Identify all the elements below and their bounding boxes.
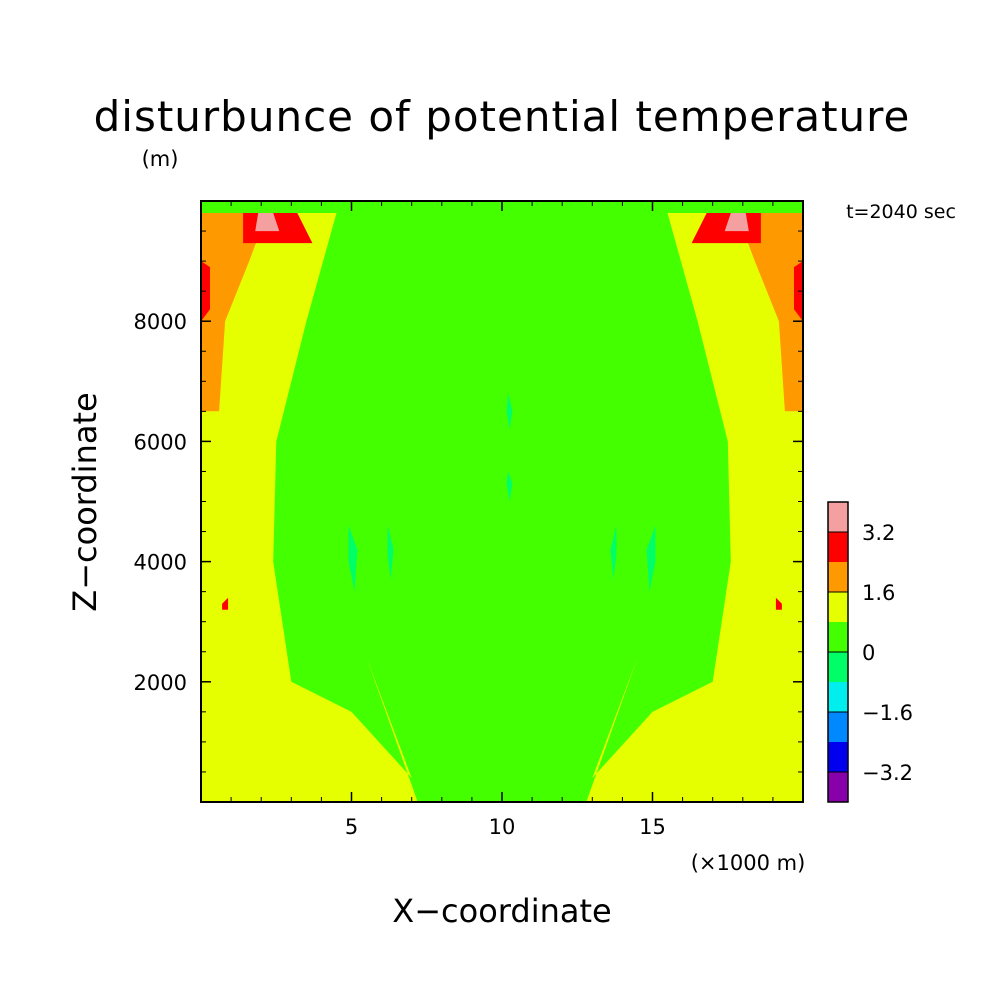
- colorbar-label: −3.2: [862, 761, 913, 785]
- x-tick-label: 15: [639, 815, 666, 839]
- contour-region-8: [775, 597, 782, 610]
- y-tick-label: 8000: [134, 310, 187, 334]
- chart-title-unit: (m): [142, 147, 179, 171]
- contour-region-10: [724, 213, 749, 232]
- y-tick-label: 4000: [134, 551, 187, 575]
- x-axis-ticks: 5 10 15: [230, 201, 774, 839]
- y-axis-label: Z−coordinate: [66, 392, 104, 611]
- colorbar-swatch: [828, 502, 848, 533]
- colorbar-swatch: [828, 772, 848, 803]
- y-tick-label: 6000: [134, 430, 187, 454]
- colorbar-swatch: [828, 562, 848, 593]
- contour-region-16: [506, 471, 513, 502]
- contour-region-15: [506, 393, 513, 430]
- colorbar: 3.2 1.6 0 −1.6 −3.2: [827, 501, 913, 803]
- colorbar-swatch: [828, 682, 848, 713]
- contour-region-2: [736, 213, 803, 412]
- y-axis-ticks: 2000 4000 6000 8000: [134, 230, 803, 773]
- y-tick-label: 2000: [134, 671, 187, 695]
- x-axis-label: X−coordinate: [392, 892, 611, 930]
- colorbar-swatch: [828, 592, 848, 623]
- colorbar-label: 0: [862, 641, 875, 665]
- contour-region-7: [222, 597, 229, 610]
- contour-field: [201, 201, 803, 802]
- contour-region-0: [201, 213, 803, 802]
- contour-region-12: [646, 525, 656, 592]
- colorbar-swatch: [828, 742, 848, 773]
- colorbar-label: −1.6: [862, 701, 913, 725]
- contour-region-9: [255, 213, 280, 232]
- contour-region-14: [610, 525, 617, 580]
- contour-region-11: [348, 525, 358, 592]
- colorbar-swatch: [828, 532, 848, 563]
- colorbar-swatch: [828, 712, 848, 743]
- chart-title: disturbunce of potential temperature: [94, 92, 911, 141]
- x-axis-unit-note: (×1000 m): [691, 851, 806, 875]
- colorbar-swatch: [828, 622, 848, 653]
- colorbar-label: 1.6: [862, 581, 895, 605]
- time-label: t=2040 sec: [846, 201, 956, 223]
- contour-region-13: [387, 525, 394, 580]
- colorbar-swatch: [828, 652, 848, 683]
- colorbar-label: 3.2: [862, 521, 895, 545]
- x-tick-label: 5: [345, 815, 358, 839]
- x-tick-label: 10: [489, 815, 516, 839]
- contour-region-1: [201, 213, 268, 412]
